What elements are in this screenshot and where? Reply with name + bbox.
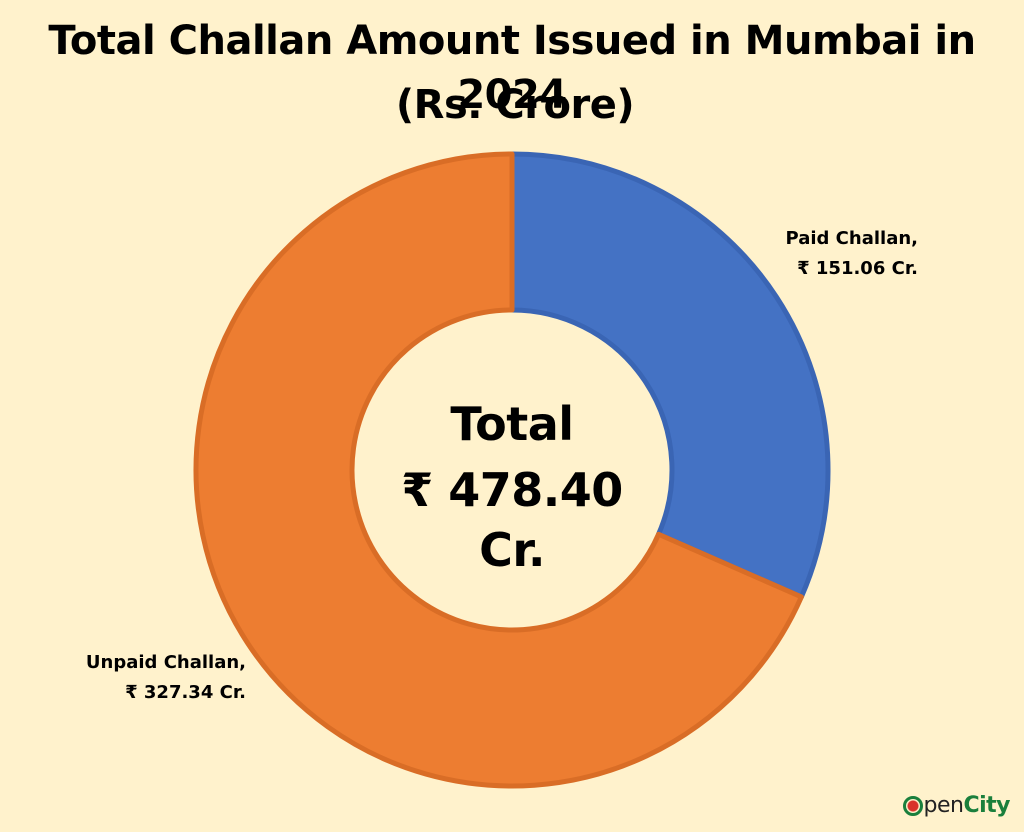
logo-text-city: City: [963, 793, 1010, 818]
center-total-value: ₹ 478.40 Cr.: [401, 463, 623, 577]
unpaid-challan-name: Unpaid Challan,: [85, 652, 246, 673]
chart-subtitle: (Rs. Crore): [395, 82, 635, 128]
unpaid-challan-slice: [193, 151, 804, 789]
paid-challan-name: Paid Challan,: [785, 228, 919, 249]
paid-challan-slice: [509, 151, 831, 600]
logo-text-open: pen: [923, 793, 964, 818]
unpaid-challan-label: Unpaid Challan, ₹ 327.34 Cr.: [86, 648, 246, 708]
opencity-logo: pen City: [902, 793, 1010, 818]
opencity-o-icon: [902, 795, 923, 816]
paid-challan-label: Paid Challan, ₹ 151.06 Cr.: [786, 224, 919, 284]
chart-title: Total Challan Amount Issued in Mumbai in…: [48, 18, 976, 118]
donut-slices: [193, 151, 831, 789]
center-total-label: Total: [450, 397, 574, 451]
unpaid-challan-value: ₹ 327.34 Cr.: [125, 682, 246, 703]
paid-challan-value: ₹ 151.06 Cr.: [797, 258, 918, 279]
